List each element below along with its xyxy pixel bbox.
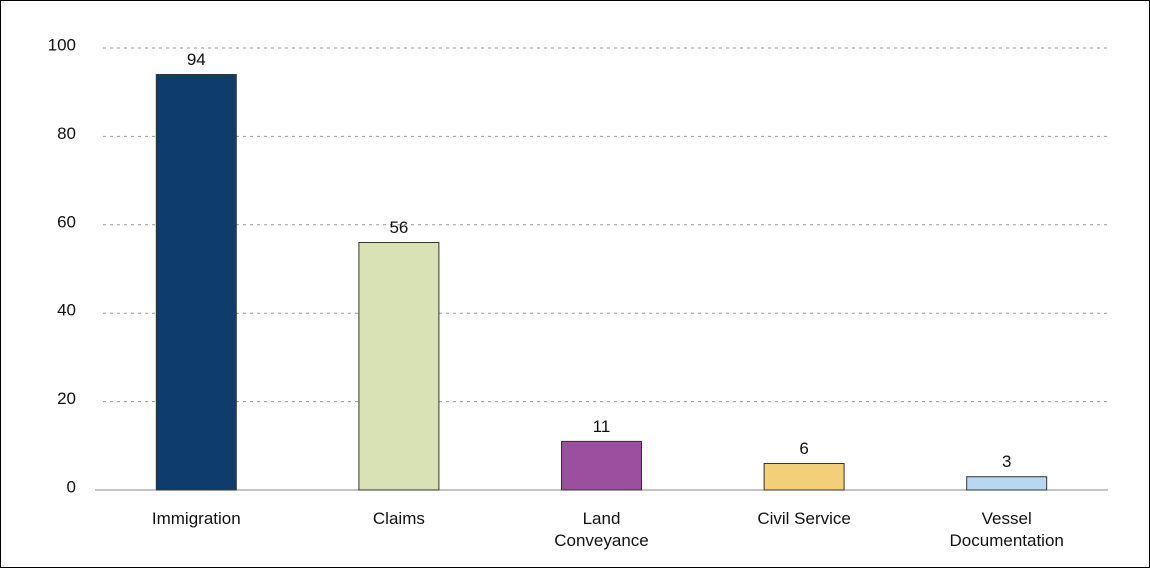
data-label: 56 bbox=[389, 218, 408, 237]
x-tick-label: Vessel Documentation bbox=[949, 509, 1064, 550]
y-tick-label: 40 bbox=[57, 301, 76, 320]
y-tick-label: 60 bbox=[57, 212, 76, 231]
bar bbox=[358, 241, 440, 491]
data-label: 11 bbox=[593, 417, 611, 436]
bar bbox=[561, 440, 642, 491]
x-tick-label: Immigration bbox=[151, 509, 241, 528]
x-tick-label: Civil Service bbox=[757, 509, 851, 528]
y-tick-label: 0 bbox=[67, 477, 76, 496]
bar bbox=[155, 74, 237, 491]
data-label: 94 bbox=[187, 50, 206, 69]
data-label: 3 bbox=[1002, 452, 1011, 471]
x-tick-label: Claims bbox=[372, 509, 425, 528]
bar bbox=[763, 462, 845, 491]
y-tick-label: 20 bbox=[57, 389, 76, 408]
y-tick-label: 100 bbox=[48, 35, 76, 54]
y-tick-label: 80 bbox=[57, 124, 76, 143]
data-label: 6 bbox=[799, 439, 808, 458]
x-tick-label: Land Conveyance bbox=[554, 509, 649, 550]
bar bbox=[966, 476, 1048, 491]
